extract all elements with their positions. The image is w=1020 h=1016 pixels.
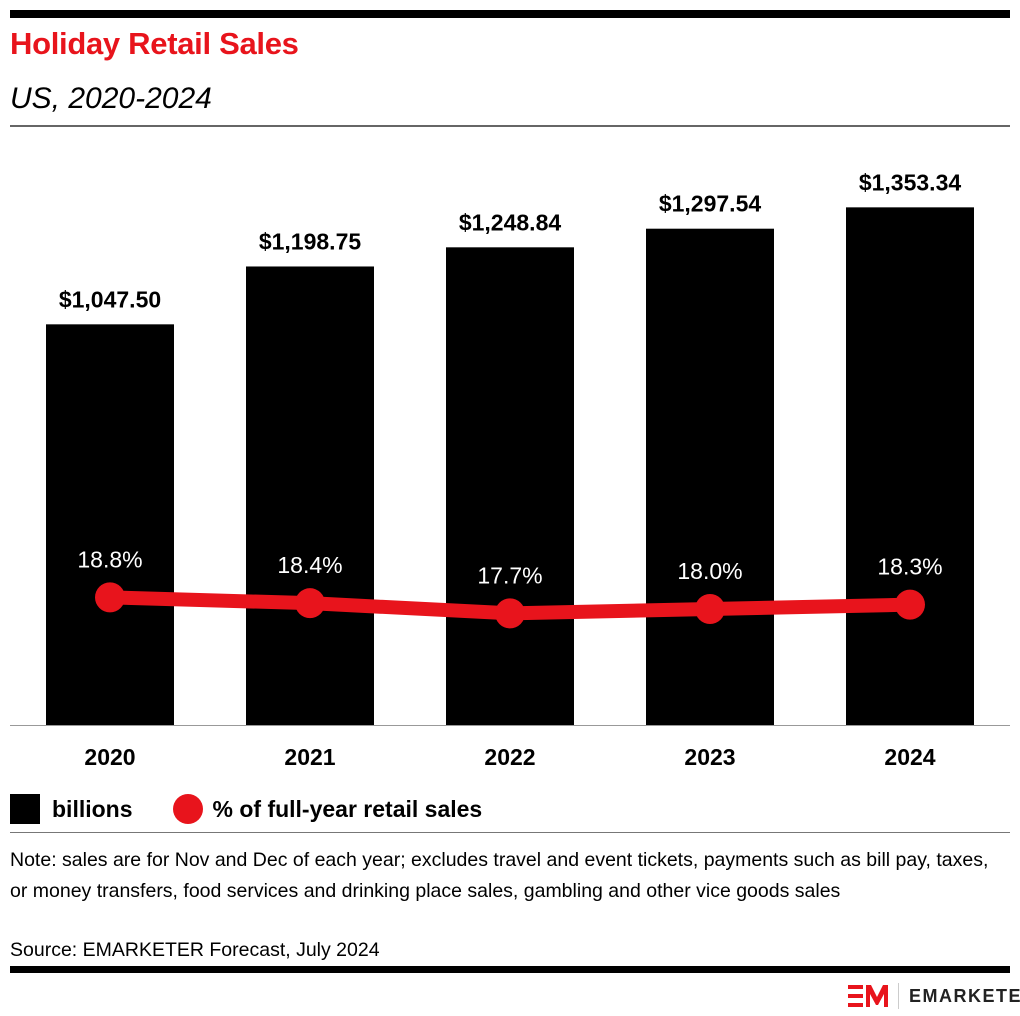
line-value-label: 18.8% [77,546,142,572]
divider [10,832,1010,833]
line-value-label: 17.7% [477,562,542,588]
line-point [495,598,525,629]
line-point [895,589,925,620]
source: Source: EMARKETER Forecast, July 2024 [10,939,380,961]
legend-line-swatch [172,794,203,824]
legend-bar-swatch [10,794,40,824]
bottom-bar [10,966,1010,973]
line-point [295,588,325,619]
line-value-label: 18.0% [677,558,742,584]
emarketer-logo: EMARKETER [848,983,1020,1009]
logo-text: EMARKETER [909,985,1020,1006]
x-tick-label: 2022 [484,744,535,770]
x-tick-label: 2020 [84,744,135,770]
x-tick-label: 2024 [884,744,935,770]
legend: billions % of full-year retail sales [10,793,482,825]
legend-line-label: % of full-year retail sales [212,795,483,822]
chart-subtitle: US, 2020-2024 [10,82,212,115]
bar [846,207,974,726]
bar-value-label: $1,297.54 [659,191,762,217]
bar-value-label: $1,248.84 [459,209,562,235]
bar [446,247,574,725]
footnote: Note: sales are for Nov and Dec of each … [10,849,989,902]
bar-value-label: $1,198.75 [259,228,362,254]
bar [46,324,174,725]
x-tick-label: 2021 [284,744,335,770]
line-point [695,593,725,624]
divider [10,125,1010,127]
em-logo-icon [848,985,888,1007]
line-value-label: 18.4% [277,552,342,578]
chart-title: Holiday Retail Sales [10,26,299,61]
bar-value-label: $1,353.34 [859,169,962,195]
bar [246,266,374,725]
x-tick-label: 2023 [684,744,735,770]
top-bar [10,10,1010,18]
line-value-label: 18.3% [877,554,942,580]
legend-bar-label: billions [52,795,133,822]
line-point [95,582,125,613]
bar-value-label: $1,047.50 [59,286,161,312]
bar [646,228,774,725]
chart-plot: $1,047.50 2020 $1,198.75 2021 $1,248.84 2022 $… [10,169,1010,770]
